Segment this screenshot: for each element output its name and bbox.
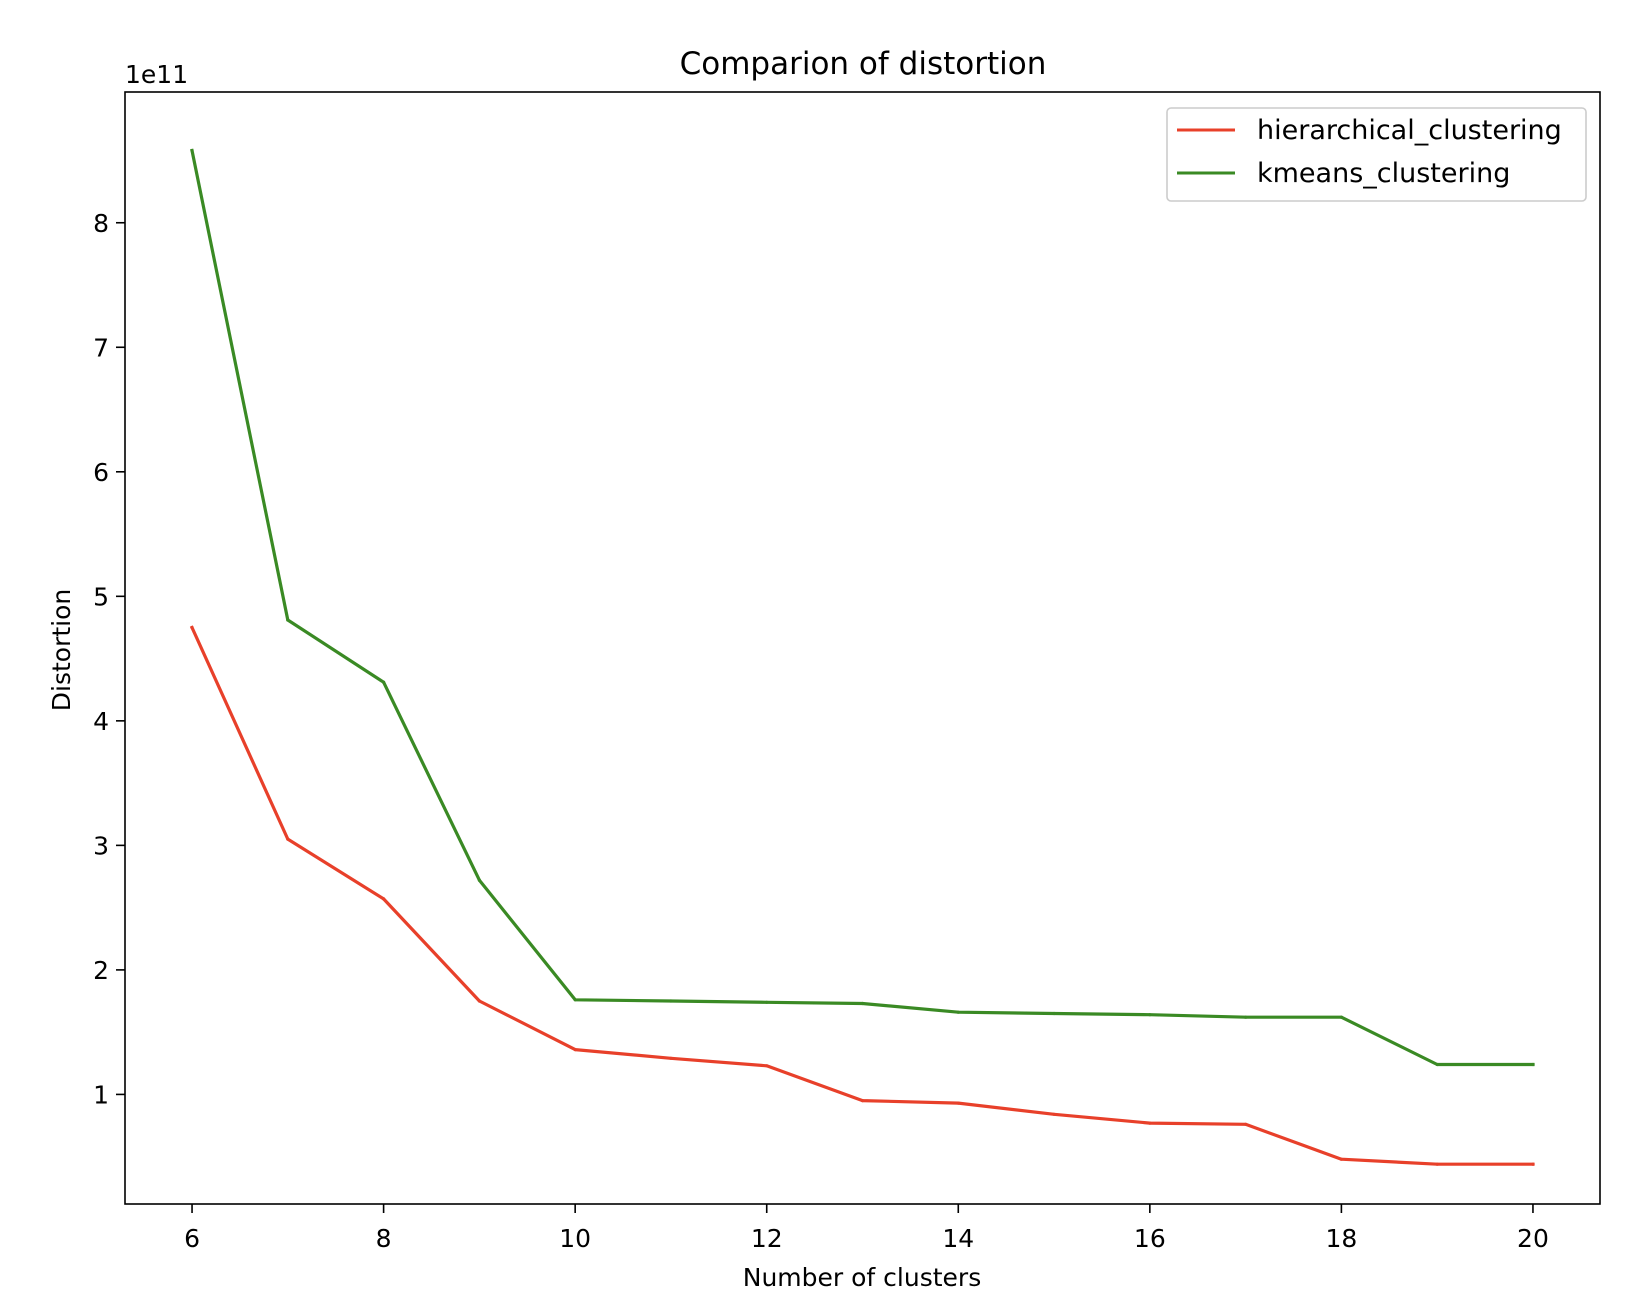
data-point-kmeans-clustering xyxy=(1339,1015,1343,1019)
legend-label-kmeans-clustering: kmeans_clustering xyxy=(1257,158,1510,189)
x-tick-label: 6 xyxy=(184,1224,200,1253)
y-tick-label: 8 xyxy=(93,209,109,238)
plot-frame xyxy=(124,91,1601,1205)
data-point-hierarchical-clustering xyxy=(1531,1162,1535,1166)
data-point-hierarchical-clustering xyxy=(573,1048,577,1052)
x-tick-label: 14 xyxy=(942,1224,974,1253)
data-point-kmeans-clustering xyxy=(382,680,386,684)
data-point-hierarchical-clustering xyxy=(956,1101,960,1105)
data-point-hierarchical-clustering xyxy=(1052,1112,1056,1116)
series-layer xyxy=(189,148,1535,1166)
chart-title: Comparion of distortion xyxy=(680,46,1047,82)
x-axis-ticks: 6 8 10 12 14 16 18 20 xyxy=(184,1204,1549,1253)
data-point-kmeans-clustering xyxy=(1435,1062,1439,1067)
legend-label-hierarchical-clustering: hierarchical_clustering xyxy=(1257,115,1562,146)
y-tick-label: 7 xyxy=(93,333,109,362)
y-tick-label: 2 xyxy=(93,956,109,985)
data-point-hierarchical-clustering xyxy=(765,1064,769,1068)
y-tick-label: 1 xyxy=(93,1080,109,1109)
x-tick-label: 16 xyxy=(1134,1224,1166,1253)
y-tick-label: 5 xyxy=(93,582,109,611)
x-tick-label: 12 xyxy=(751,1224,783,1253)
y-tick-label: 3 xyxy=(93,831,109,860)
data-point-kmeans-clustering xyxy=(573,998,577,1002)
y-axis-ticks: 1 2 3 4 5 6 7 8 xyxy=(93,209,125,1109)
y-tick-label: 4 xyxy=(93,707,109,736)
data-point-kmeans-clustering xyxy=(286,618,290,622)
data-point-kmeans-clustering xyxy=(1052,1011,1056,1016)
data-point-hierarchical-clustering xyxy=(190,625,194,630)
data-point-kmeans-clustering xyxy=(669,999,673,1003)
x-axis-label: Number of clusters xyxy=(743,1263,981,1290)
x-tick-label: 20 xyxy=(1517,1224,1549,1253)
data-point-kmeans-clustering xyxy=(765,1000,769,1004)
data-point-hierarchical-clustering xyxy=(860,1099,865,1103)
data-point-kmeans-clustering xyxy=(860,1001,865,1006)
data-point-hierarchical-clustering xyxy=(382,897,386,901)
data-point-hierarchical-clustering xyxy=(477,999,481,1003)
data-point-kmeans-clustering xyxy=(1244,1015,1248,1019)
data-point-hierarchical-clustering xyxy=(1435,1162,1439,1166)
data-point-hierarchical-clustering xyxy=(286,837,290,841)
data-point-kmeans-clustering xyxy=(190,148,194,153)
y-axis-offset-label: 1e11 xyxy=(125,60,188,89)
data-point-kmeans-clustering xyxy=(1148,1013,1152,1017)
y-tick-label: 6 xyxy=(93,458,109,487)
legend-box xyxy=(1166,107,1587,202)
x-tick-label: 10 xyxy=(559,1224,591,1253)
data-point-kmeans-clustering xyxy=(477,878,481,882)
x-tick-label: 18 xyxy=(1325,1224,1357,1253)
data-point-kmeans-clustering xyxy=(956,1010,960,1014)
data-point-hierarchical-clustering xyxy=(1244,1122,1248,1126)
y-axis-label: Distortion xyxy=(47,589,76,712)
data-point-hierarchical-clustering xyxy=(1148,1121,1152,1125)
data-point-kmeans-clustering xyxy=(1531,1062,1535,1067)
data-point-hierarchical-clustering xyxy=(1339,1157,1343,1161)
legend: hierarchical_clustering kmeans_clusterin… xyxy=(1166,107,1587,202)
x-tick-label: 8 xyxy=(376,1224,392,1253)
data-point-hierarchical-clustering xyxy=(669,1056,673,1060)
